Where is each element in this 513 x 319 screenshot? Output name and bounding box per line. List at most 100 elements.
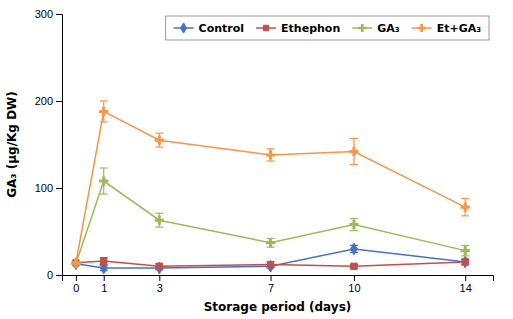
error-bar	[100, 168, 108, 194]
legend-marker	[358, 24, 366, 32]
error-bar-cap	[100, 193, 108, 194]
x-tick-label: 7	[268, 282, 274, 294]
error-bar	[155, 264, 163, 269]
point	[101, 258, 107, 264]
x-tick-label: 0	[73, 282, 79, 294]
error-bar	[100, 258, 108, 265]
error-bar	[155, 133, 163, 147]
error-bar	[350, 138, 358, 164]
error-bar-cap	[155, 147, 163, 148]
error-bar	[267, 262, 275, 267]
x-axis-title: Storage period (days)	[204, 300, 352, 314]
error-bar	[461, 198, 469, 215]
point	[71, 259, 80, 268]
y-axis-title: GA₃ (μg/Kg DW)	[5, 91, 19, 198]
point	[349, 147, 358, 156]
legend-label: Et+GA₃	[437, 22, 482, 35]
x-tick: 3	[157, 275, 163, 294]
error-bar-cap	[267, 148, 275, 149]
legend-label: Ethephon	[281, 22, 340, 35]
legend-marker	[418, 24, 426, 32]
error-bar	[100, 101, 108, 122]
x-tick-label: 3	[157, 282, 163, 294]
error-bar	[461, 259, 469, 264]
x-tick-mark	[76, 275, 77, 281]
y-axis: 0 100 200 300	[35, 8, 63, 281]
legend-marker	[263, 25, 268, 30]
error-bar-cap	[350, 218, 358, 219]
x-tick: 10	[348, 275, 360, 294]
series	[72, 243, 469, 274]
x-tick: 1	[101, 275, 107, 294]
x-tick-mark	[159, 275, 160, 281]
error-bar-cap	[461, 245, 469, 246]
error-bar	[350, 218, 358, 230]
y-tick-label: 300	[35, 8, 53, 20]
y-tick: 0	[47, 269, 62, 281]
y-tick-label: 0	[47, 269, 53, 281]
error-bar	[267, 238, 275, 247]
point	[156, 263, 162, 269]
error-bar-cap	[155, 133, 163, 134]
x-tick-mark	[271, 275, 272, 281]
y-tick-label: 100	[35, 182, 53, 194]
y-tick-mark	[56, 275, 62, 276]
legend-item: Control	[174, 22, 244, 35]
point	[351, 263, 357, 269]
point	[99, 176, 108, 185]
point	[155, 216, 164, 225]
point	[461, 202, 470, 211]
point	[349, 220, 358, 229]
x-axis: 0 1 3 7 10 14	[63, 275, 494, 294]
error-bar-cap	[267, 160, 275, 161]
error-bar-cap	[461, 255, 469, 256]
x-tick: 14	[460, 275, 472, 294]
x-tick-mark	[104, 275, 105, 281]
error-bar	[267, 149, 275, 161]
y-tick-mark	[56, 188, 62, 189]
legend-marker	[181, 23, 187, 33]
legend-item: Et+GA₃	[412, 22, 482, 35]
series-line	[76, 111, 465, 262]
point	[71, 258, 80, 267]
x-tick: 7	[268, 275, 274, 294]
point	[462, 259, 468, 265]
x-tick-label: 1	[101, 282, 107, 294]
point	[267, 261, 273, 267]
x-tick-label: 14	[460, 282, 472, 294]
y-tick: 200	[35, 95, 62, 107]
error-bar	[155, 213, 163, 227]
error-bar-cap	[461, 198, 469, 199]
x-tick-label: 10	[348, 282, 360, 294]
error-bar-cap	[350, 230, 358, 231]
x-tick-mark	[465, 275, 466, 281]
x-tick-mark	[354, 275, 355, 281]
point	[462, 256, 469, 268]
error-bar-cap	[461, 215, 469, 216]
point	[266, 150, 275, 159]
series-line	[76, 181, 465, 264]
plot: 013710140100200300ControlEthephonGA₃Et+G…	[35, 8, 494, 294]
y-tick: 100	[35, 182, 62, 194]
chart: 013710140100200300ControlEthephonGA₃Et+G…	[0, 0, 513, 319]
point	[99, 107, 108, 116]
series	[71, 101, 470, 267]
y-tick-label: 200	[35, 95, 53, 107]
error-bar-cap	[350, 138, 358, 139]
error-bar-cap	[155, 227, 163, 228]
marks	[71, 101, 470, 274]
x-axis-line	[63, 276, 494, 282]
legend-box	[166, 16, 489, 40]
point	[156, 262, 163, 274]
legend-label: Control	[199, 22, 244, 35]
point	[351, 243, 358, 255]
series	[71, 168, 470, 268]
series	[72, 258, 469, 270]
y-tick-mark	[56, 101, 62, 102]
legend-item: Ethephon	[256, 22, 340, 35]
error-bar-cap	[100, 121, 108, 122]
y-axis-line	[56, 15, 63, 276]
error-bar	[461, 259, 469, 264]
point	[266, 238, 275, 247]
error-bar-cap	[155, 213, 163, 214]
